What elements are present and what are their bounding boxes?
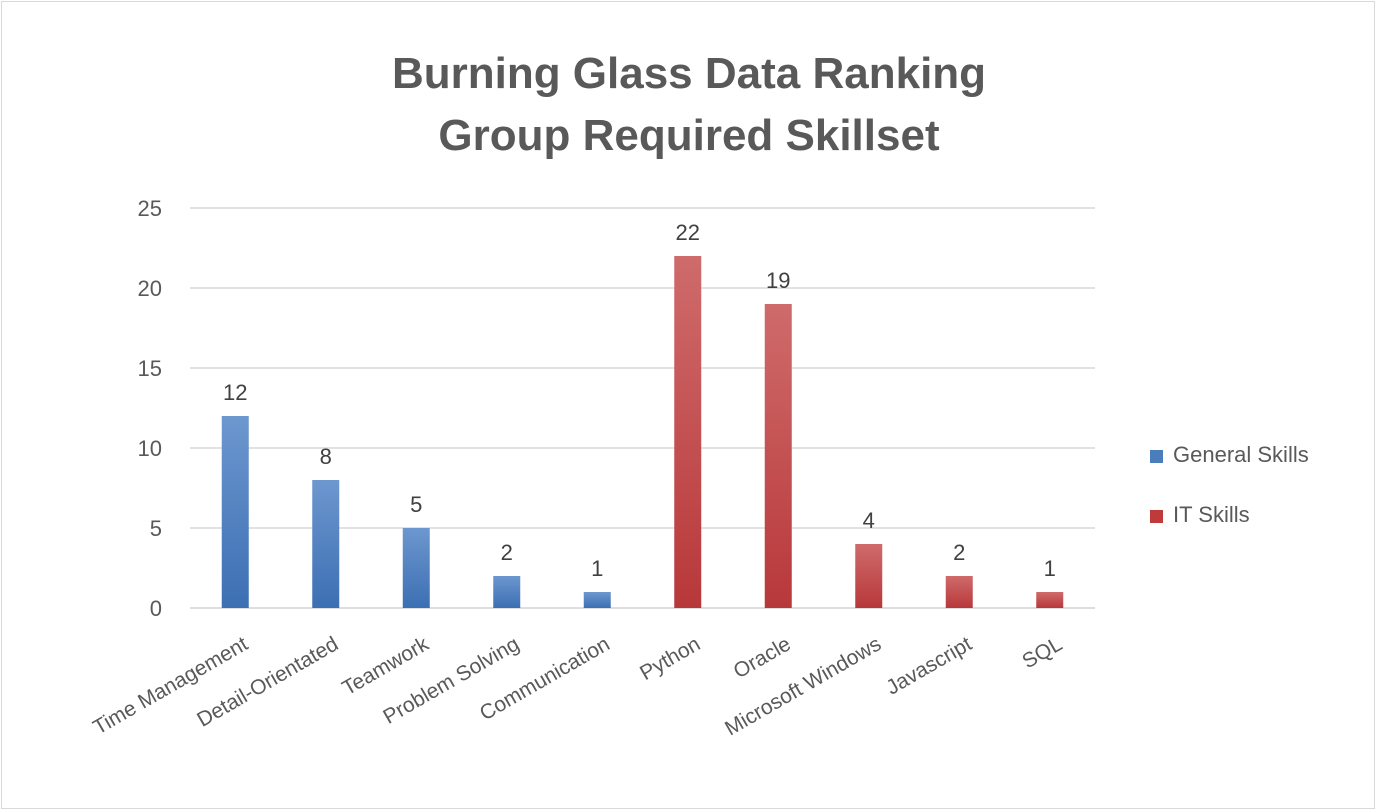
bar [855, 544, 883, 608]
data-label: 1 [1044, 556, 1056, 581]
bar [945, 576, 973, 608]
y-tick-label: 15 [138, 356, 162, 381]
data-label: 12 [223, 380, 247, 405]
y-tick-label: 10 [138, 436, 162, 461]
data-label: 4 [863, 508, 875, 533]
legend-swatch [1150, 510, 1163, 523]
x-category-label: Oracle [730, 632, 795, 683]
bar [493, 576, 521, 608]
x-category-label: Time Management [89, 632, 252, 739]
legend-label: General Skills [1173, 442, 1309, 467]
legend: General Skills IT Skills [1150, 442, 1309, 527]
chart-title-line-1: Burning Glass Data Ranking [392, 49, 986, 98]
data-label: 22 [676, 220, 700, 245]
bar [583, 592, 611, 608]
data-label: 5 [410, 492, 422, 517]
gridlines [190, 207, 1095, 609]
data-label: 8 [320, 444, 332, 469]
data-label: 1 [591, 556, 603, 581]
bar [1036, 592, 1064, 608]
legend-label: IT Skills [1173, 502, 1250, 527]
y-tick-label: 5 [150, 516, 162, 541]
x-category-label: Javascript [882, 632, 976, 699]
bar [312, 480, 340, 608]
bar [674, 256, 702, 608]
data-label: 2 [501, 540, 513, 565]
y-tick-label: 20 [138, 276, 162, 301]
x-category-label: Python [636, 632, 704, 685]
bar [221, 416, 249, 608]
bar [764, 304, 792, 608]
y-axis-ticks: 0 5 10 15 20 25 [138, 196, 162, 621]
x-category-label: Microsoft Windows [721, 632, 885, 740]
data-label: 2 [953, 540, 965, 565]
bars [221, 256, 1064, 608]
x-category-label: SQL [1018, 632, 1066, 673]
x-axis-category-labels: Time ManagementDetail-OrientatedTeamwork… [89, 632, 1066, 740]
data-label: 19 [766, 268, 790, 293]
legend-swatch [1150, 450, 1163, 463]
y-tick-label: 0 [150, 596, 162, 621]
chart-title-line-2: Group Required Skillset [438, 111, 940, 160]
bar [402, 528, 430, 608]
y-tick-label: 25 [138, 196, 162, 221]
data-labels: 12 8 5 2 1 22 19 4 2 1 [223, 220, 1056, 581]
